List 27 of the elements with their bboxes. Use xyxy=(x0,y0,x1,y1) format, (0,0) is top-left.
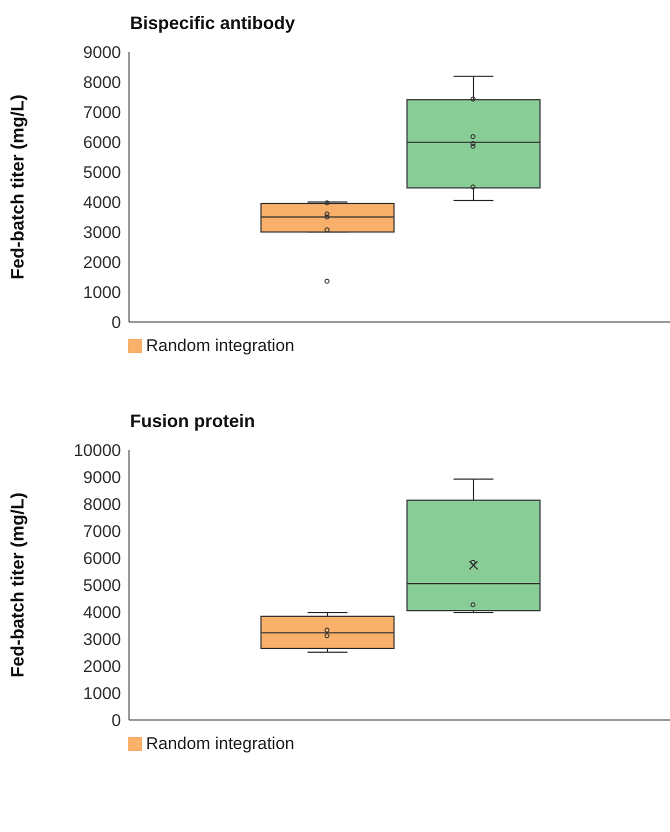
y-tick-label: 0 xyxy=(112,313,121,332)
y-axis-title: Fed-batch titer (mg/L) xyxy=(7,492,28,678)
y-tick-label: 6000 xyxy=(83,549,121,568)
y-tick-label: 3000 xyxy=(83,630,121,650)
legend-label: Random integration xyxy=(146,734,294,754)
y-tick-label: 9000 xyxy=(83,468,121,488)
y-tick-label: 3000 xyxy=(83,223,121,242)
y-tick-label: 4000 xyxy=(83,193,121,212)
y-tick-label: 8000 xyxy=(83,495,121,514)
y-tick-label: 8000 xyxy=(83,73,121,92)
y-tick-label: 1000 xyxy=(83,684,121,704)
y-tick-label: 2000 xyxy=(83,657,121,676)
chart-title: Fusion protein xyxy=(129,410,256,433)
y-tick-label: 1000 xyxy=(83,283,121,302)
y-tick-label: 10000 xyxy=(74,441,121,460)
y-tick-label: 0 xyxy=(112,711,121,730)
y-tick-label: 2000 xyxy=(83,253,121,272)
y-tick-label: 7000 xyxy=(83,103,121,122)
y-tick-label: 5000 xyxy=(83,576,121,596)
y-tick-label: 6000 xyxy=(83,133,121,152)
legend-label: Random integration xyxy=(146,336,294,356)
y-tick-label: 4000 xyxy=(83,603,121,622)
chart-title: Bispecific antibody xyxy=(129,12,296,35)
y-axis-title: Fed-batch titer (mg/L) xyxy=(7,94,28,280)
y-tick-label: 9000 xyxy=(83,43,121,62)
y-tick-label: 5000 xyxy=(83,163,121,182)
y-tick-label: 7000 xyxy=(83,522,121,542)
